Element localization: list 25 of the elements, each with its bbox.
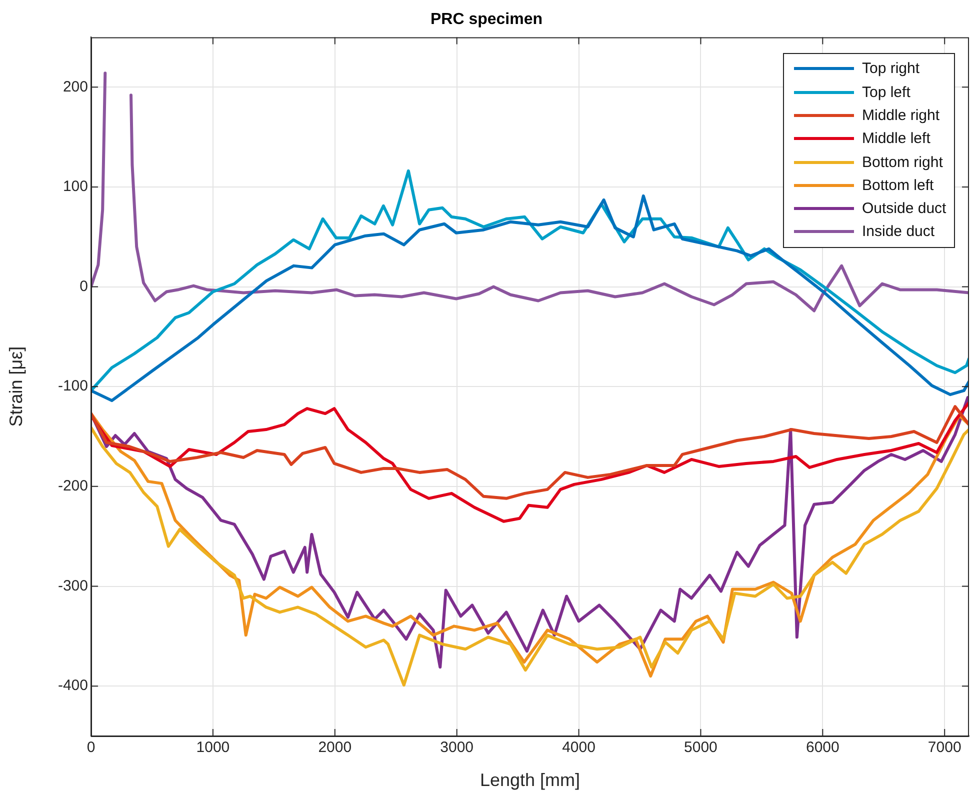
x-tick-label: 2000 [318,739,352,756]
y-tick-label: -200 [58,478,88,495]
chart-title: PRC specimen [430,11,543,28]
legend-label: Inside duct [862,223,935,240]
y-axis-title: Strain [με] [6,346,26,427]
legend-label: Top left [862,84,910,101]
y-tick-label: -400 [58,677,88,694]
y-tick-label: -100 [58,378,88,395]
legend-label: Middle right [862,106,940,124]
y-tick-label: 200 [62,78,88,96]
y-tick-label: 0 [80,278,88,295]
legend-label: Bottom right [862,154,943,171]
legend-label: Outside duct [862,200,946,218]
y-tick-label: -300 [58,577,88,594]
x-tick-label: 7000 [928,739,962,756]
y-tick-label: 100 [62,178,88,196]
legend-label: Middle left [862,130,930,148]
legend-label: Bottom left [862,176,934,194]
x-axis-title: Length [mm] [480,770,580,790]
x-tick-label: 4000 [562,739,596,756]
x-tick-label: 5000 [684,739,718,756]
x-tick-label: 1000 [196,739,230,756]
legend-label: Top right [862,60,920,78]
x-tick-label: 6000 [806,739,840,756]
x-tick-label: 3000 [440,739,474,756]
